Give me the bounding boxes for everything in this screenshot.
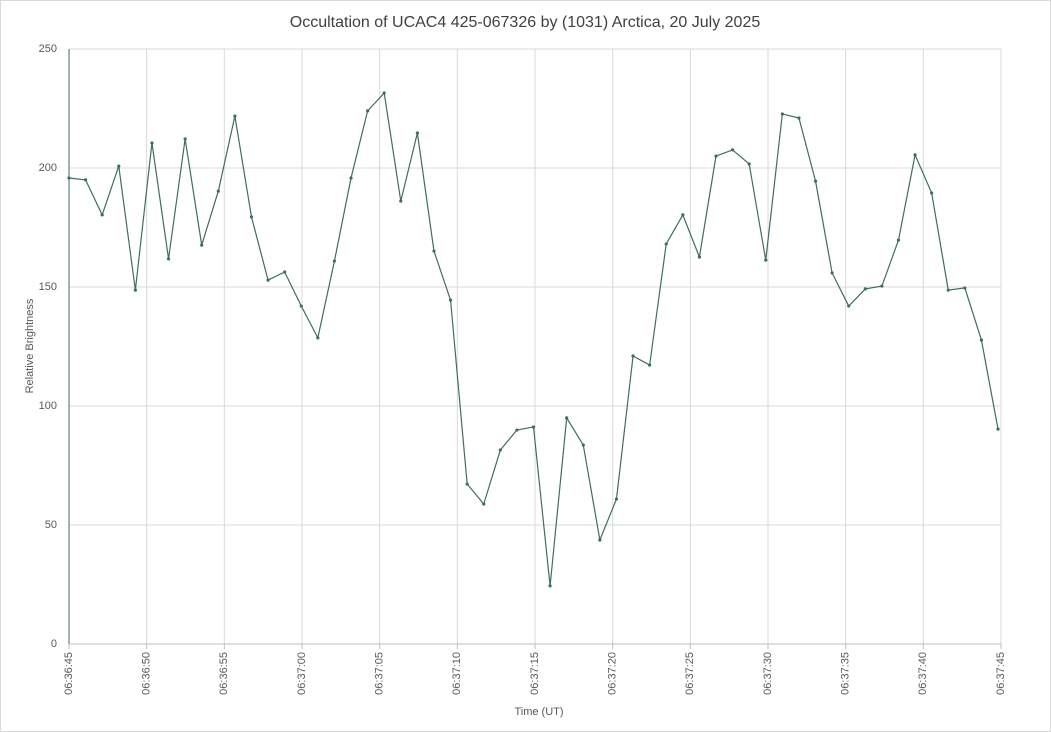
data-point	[863, 287, 867, 291]
data-point	[979, 338, 984, 342]
data-point	[183, 137, 187, 141]
x-tick-label: 06:37:10	[451, 652, 463, 695]
data-point	[681, 213, 685, 217]
data-point	[930, 191, 934, 195]
data-point	[415, 131, 419, 135]
data-point	[764, 258, 768, 262]
data-point	[366, 109, 370, 113]
x-tick-label: 06:36:55	[218, 652, 230, 695]
x-tick-label: 06:36:50	[141, 652, 153, 695]
data-point	[896, 238, 901, 242]
y-axis-label: Relative Brightness	[24, 298, 36, 393]
x-tick-label: 06:37:45	[995, 652, 1007, 695]
y-tick-label: 100	[39, 400, 57, 412]
data-point	[382, 91, 386, 95]
data-point	[730, 148, 735, 152]
x-tick-label: 06:37:35	[840, 652, 852, 695]
data-point	[548, 584, 552, 588]
data-point	[349, 176, 353, 180]
data-point	[847, 304, 851, 308]
data-point	[166, 257, 171, 261]
data-point	[913, 153, 917, 157]
y-tick-label: 0	[51, 638, 57, 650]
data-point	[432, 249, 436, 253]
data-point	[283, 270, 287, 274]
data-point	[117, 164, 121, 168]
data-point	[83, 178, 88, 182]
data-point	[565, 416, 569, 420]
data-point	[67, 176, 71, 180]
x-tick-label: 06:37:30	[762, 652, 774, 695]
x-tick-label: 06:37:05	[374, 652, 386, 695]
data-point	[714, 154, 718, 158]
data-point	[332, 259, 337, 263]
y-tick-label: 250	[39, 43, 57, 55]
data-point	[233, 114, 237, 118]
data-point	[465, 482, 469, 486]
x-axis-label: Time (UT)	[514, 706, 563, 718]
data-point	[697, 255, 702, 259]
data-point	[482, 502, 486, 506]
data-point	[880, 284, 884, 288]
x-tick-label: 06:37:15	[529, 652, 541, 695]
data-point	[963, 286, 967, 290]
chart-title: Occultation of UCAC4 425-067326 by (1031…	[290, 14, 761, 31]
data-point	[598, 538, 602, 542]
data-point	[200, 243, 204, 247]
data-point	[813, 179, 818, 183]
x-tick-label: 06:37:20	[607, 652, 619, 695]
x-tick-label: 06:37:40	[917, 652, 929, 695]
data-point	[996, 427, 1000, 431]
data-point	[648, 363, 652, 367]
data-point	[664, 242, 668, 246]
data-point	[216, 189, 220, 193]
x-tick-label: 06:37:00	[296, 652, 308, 695]
data-point	[614, 497, 619, 501]
data-point	[316, 336, 320, 340]
data-point	[515, 428, 519, 432]
y-tick-label: 200	[39, 162, 57, 174]
x-tick-label: 06:37:25	[684, 652, 696, 695]
data-point	[780, 112, 784, 116]
y-tick-label: 150	[39, 281, 57, 293]
x-tick-label: 06:36:45	[63, 652, 75, 695]
data-point	[448, 298, 453, 302]
data-point	[531, 425, 536, 429]
data-point	[299, 304, 303, 308]
data-point	[747, 162, 751, 166]
data-point	[946, 288, 950, 292]
data-point	[133, 288, 137, 292]
data-point	[249, 215, 254, 219]
data-point	[581, 443, 585, 447]
y-tick-label: 50	[45, 519, 57, 531]
data-point	[830, 271, 834, 275]
data-point	[150, 141, 154, 145]
data-point	[100, 213, 104, 217]
data-point	[399, 199, 403, 203]
data-point	[266, 278, 270, 282]
data-point	[797, 116, 801, 120]
data-point	[631, 354, 635, 358]
data-point	[498, 448, 502, 452]
